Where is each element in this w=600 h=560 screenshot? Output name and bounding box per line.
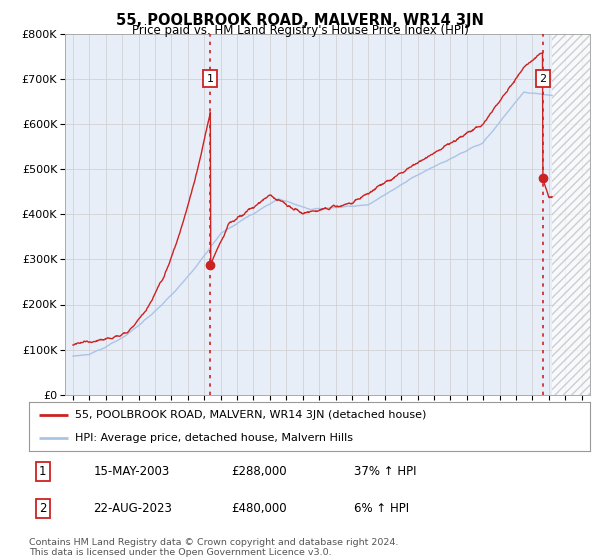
Text: 1: 1 — [39, 465, 47, 478]
Text: 55, POOLBROOK ROAD, MALVERN, WR14 3JN (detached house): 55, POOLBROOK ROAD, MALVERN, WR14 3JN (d… — [75, 410, 426, 421]
Text: Contains HM Land Registry data © Crown copyright and database right 2024.
This d: Contains HM Land Registry data © Crown c… — [29, 538, 398, 557]
Text: 2: 2 — [39, 502, 47, 515]
Bar — [552, 34, 590, 395]
Text: £480,000: £480,000 — [231, 502, 286, 515]
Text: 2: 2 — [539, 74, 547, 84]
Text: 22-AUG-2023: 22-AUG-2023 — [94, 502, 172, 515]
Text: £288,000: £288,000 — [231, 465, 286, 478]
Text: 1: 1 — [207, 74, 214, 84]
Text: 37% ↑ HPI: 37% ↑ HPI — [354, 465, 416, 478]
Text: 6% ↑ HPI: 6% ↑ HPI — [354, 502, 409, 515]
Text: 15-MAY-2003: 15-MAY-2003 — [94, 465, 170, 478]
Text: Price paid vs. HM Land Registry's House Price Index (HPI): Price paid vs. HM Land Registry's House … — [131, 24, 469, 37]
Text: HPI: Average price, detached house, Malvern Hills: HPI: Average price, detached house, Malv… — [75, 433, 353, 444]
Text: 55, POOLBROOK ROAD, MALVERN, WR14 3JN: 55, POOLBROOK ROAD, MALVERN, WR14 3JN — [116, 13, 484, 28]
